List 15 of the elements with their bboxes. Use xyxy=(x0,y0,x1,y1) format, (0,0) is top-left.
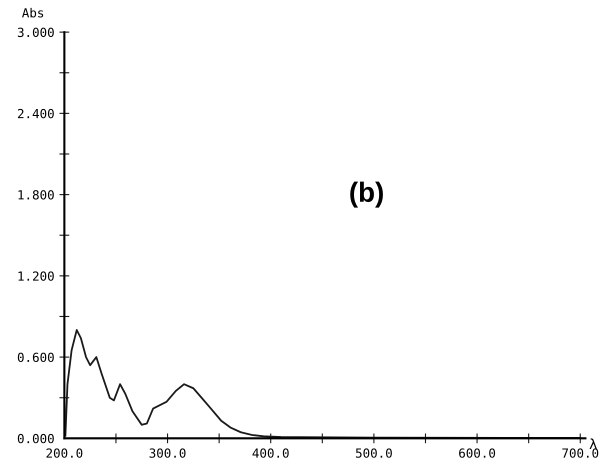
y-axis-title: Abs xyxy=(22,8,44,18)
y-tick-label: 1.200 xyxy=(18,271,54,281)
y-tick-label: 2.400 xyxy=(18,108,54,118)
y-tick-label: 0.000 xyxy=(18,434,54,444)
y-tick-label: 0.600 xyxy=(18,352,54,362)
x-axis-title: λ xyxy=(590,438,597,449)
y-tick-label: 1.800 xyxy=(18,190,54,200)
x-tick-label: 700.0 xyxy=(562,448,598,458)
x-tick-label: 500.0 xyxy=(356,448,392,458)
x-tick-label: 600.0 xyxy=(459,448,496,458)
y-tick-label: 3.000 xyxy=(18,28,54,38)
x-tick-label: 200.0 xyxy=(46,448,82,458)
x-tick-label: 400.0 xyxy=(252,448,289,458)
annotation: (b) xyxy=(350,182,383,208)
x-tick-label: 300.0 xyxy=(150,448,186,458)
